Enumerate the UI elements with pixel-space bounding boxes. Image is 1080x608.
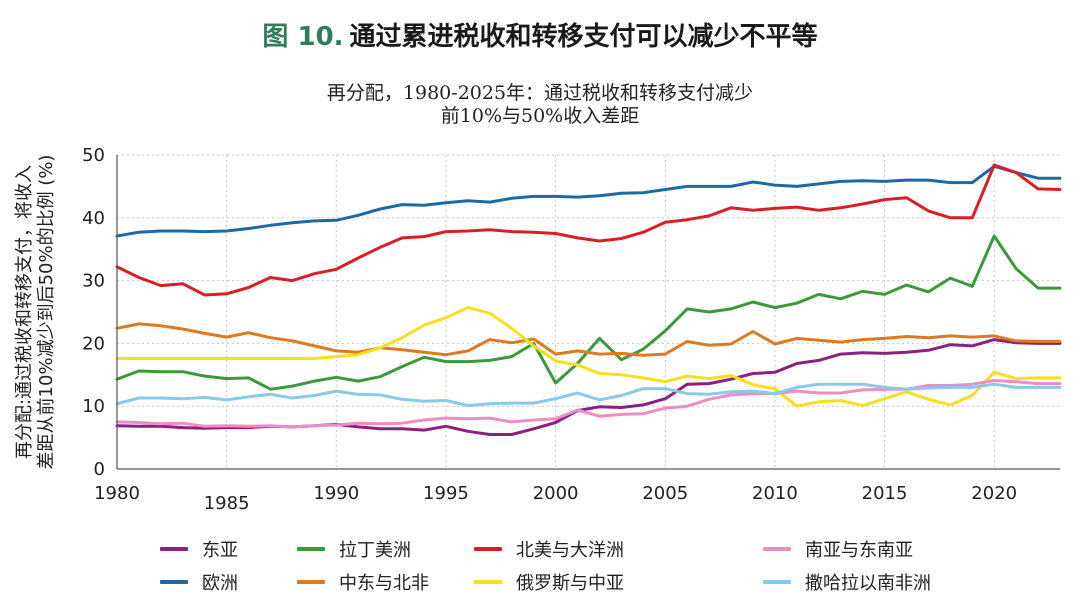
series-line-2 [115,164,1062,238]
legend-item: 东亚 [160,537,238,561]
legend-item: 南亚与东南亚 [763,537,913,561]
legend-swatch [160,547,188,551]
legend-swatch [763,580,791,584]
legend-item: 撒哈拉以南非洲 [763,570,931,594]
series-line-3 [115,234,1062,391]
y-axis-label-line-2: 差距从前10%减少到后50%的比例 (%) [36,155,57,470]
legend-label: 欧洲 [202,573,238,594]
x-tick-label: 2015 [862,483,908,504]
series-line-8 [115,382,1062,408]
x-tick-label: 2010 [752,483,798,504]
y-tick-label: 20 [82,333,105,354]
legend-label: 俄罗斯与中亚 [516,573,624,594]
figure-number: 图 10. [262,22,344,52]
y-tick-label: 0 [94,459,105,480]
x-tick-label: 1980 [94,483,140,504]
y-tick-label: 30 [82,271,105,292]
legend-label: 拉丁美洲 [339,540,411,561]
series-line-6 [115,306,1062,408]
legend-label: 北美与大洋洲 [516,540,624,561]
x-tick-label: 1985 [204,493,250,514]
y-tick-label: 50 [82,145,105,166]
y-tick-label: 10 [82,396,105,417]
legend-label: 中东与北非 [339,573,429,594]
y-axis-label: 再分配:通过税收和转移支付，将收入 差距从前10%减少到后50%的比例 (%) [14,155,57,470]
legend-label: 南亚与东南亚 [805,540,913,561]
legend-swatch [297,547,325,551]
x-tick-label: 1995 [423,483,469,504]
series-lines [115,163,1062,436]
x-tick-label: 2000 [533,483,579,504]
legend-item: 欧洲 [160,570,238,594]
axes: 0 10 20 30 40 50 1980 1985 1990 1995 2000 2005 2010 2… [82,145,1060,514]
y-axis-label-line-1: 再分配:通过税收和转移支付，将收入 [14,165,35,459]
legend-item: 北美与大洋洲 [474,537,624,561]
legend-swatch [297,580,325,584]
x-tick-label: 2020 [971,483,1017,504]
legend-swatch [474,580,502,584]
legend-swatch [160,580,188,584]
legend-label: 撒哈拉以南非洲 [805,573,931,594]
gridlines [117,154,1060,469]
legend-item: 拉丁美洲 [297,537,411,561]
figure-title: 图 10. 通过累进税收和转移支付可以减少不平等 [0,16,1080,53]
chart-title-line-1: 再分配，1980-2025年：通过税收和转移支付减少 [326,82,754,104]
chart-title-line-2: 前10%与50%收入差距 [440,105,640,127]
x-tick-label: 1990 [313,483,359,504]
series-line-5 [115,163,1062,297]
chart-title: 再分配，1980-2025年：通过税收和转移支付减少 前10%与50%收入差距 [0,82,1080,128]
x-tick-label: 2005 [642,483,688,504]
legend-item: 俄罗斯与中亚 [474,570,624,594]
legend-swatch [474,547,502,551]
legend-swatch [763,547,791,551]
y-tick-label: 40 [82,208,105,229]
figure-title-text: 通过累进税收和转移支付可以减少不平等 [349,22,818,52]
series-line-4 [115,322,1062,357]
legend-item: 中东与北非 [297,570,429,594]
legend-label: 东亚 [202,540,238,561]
